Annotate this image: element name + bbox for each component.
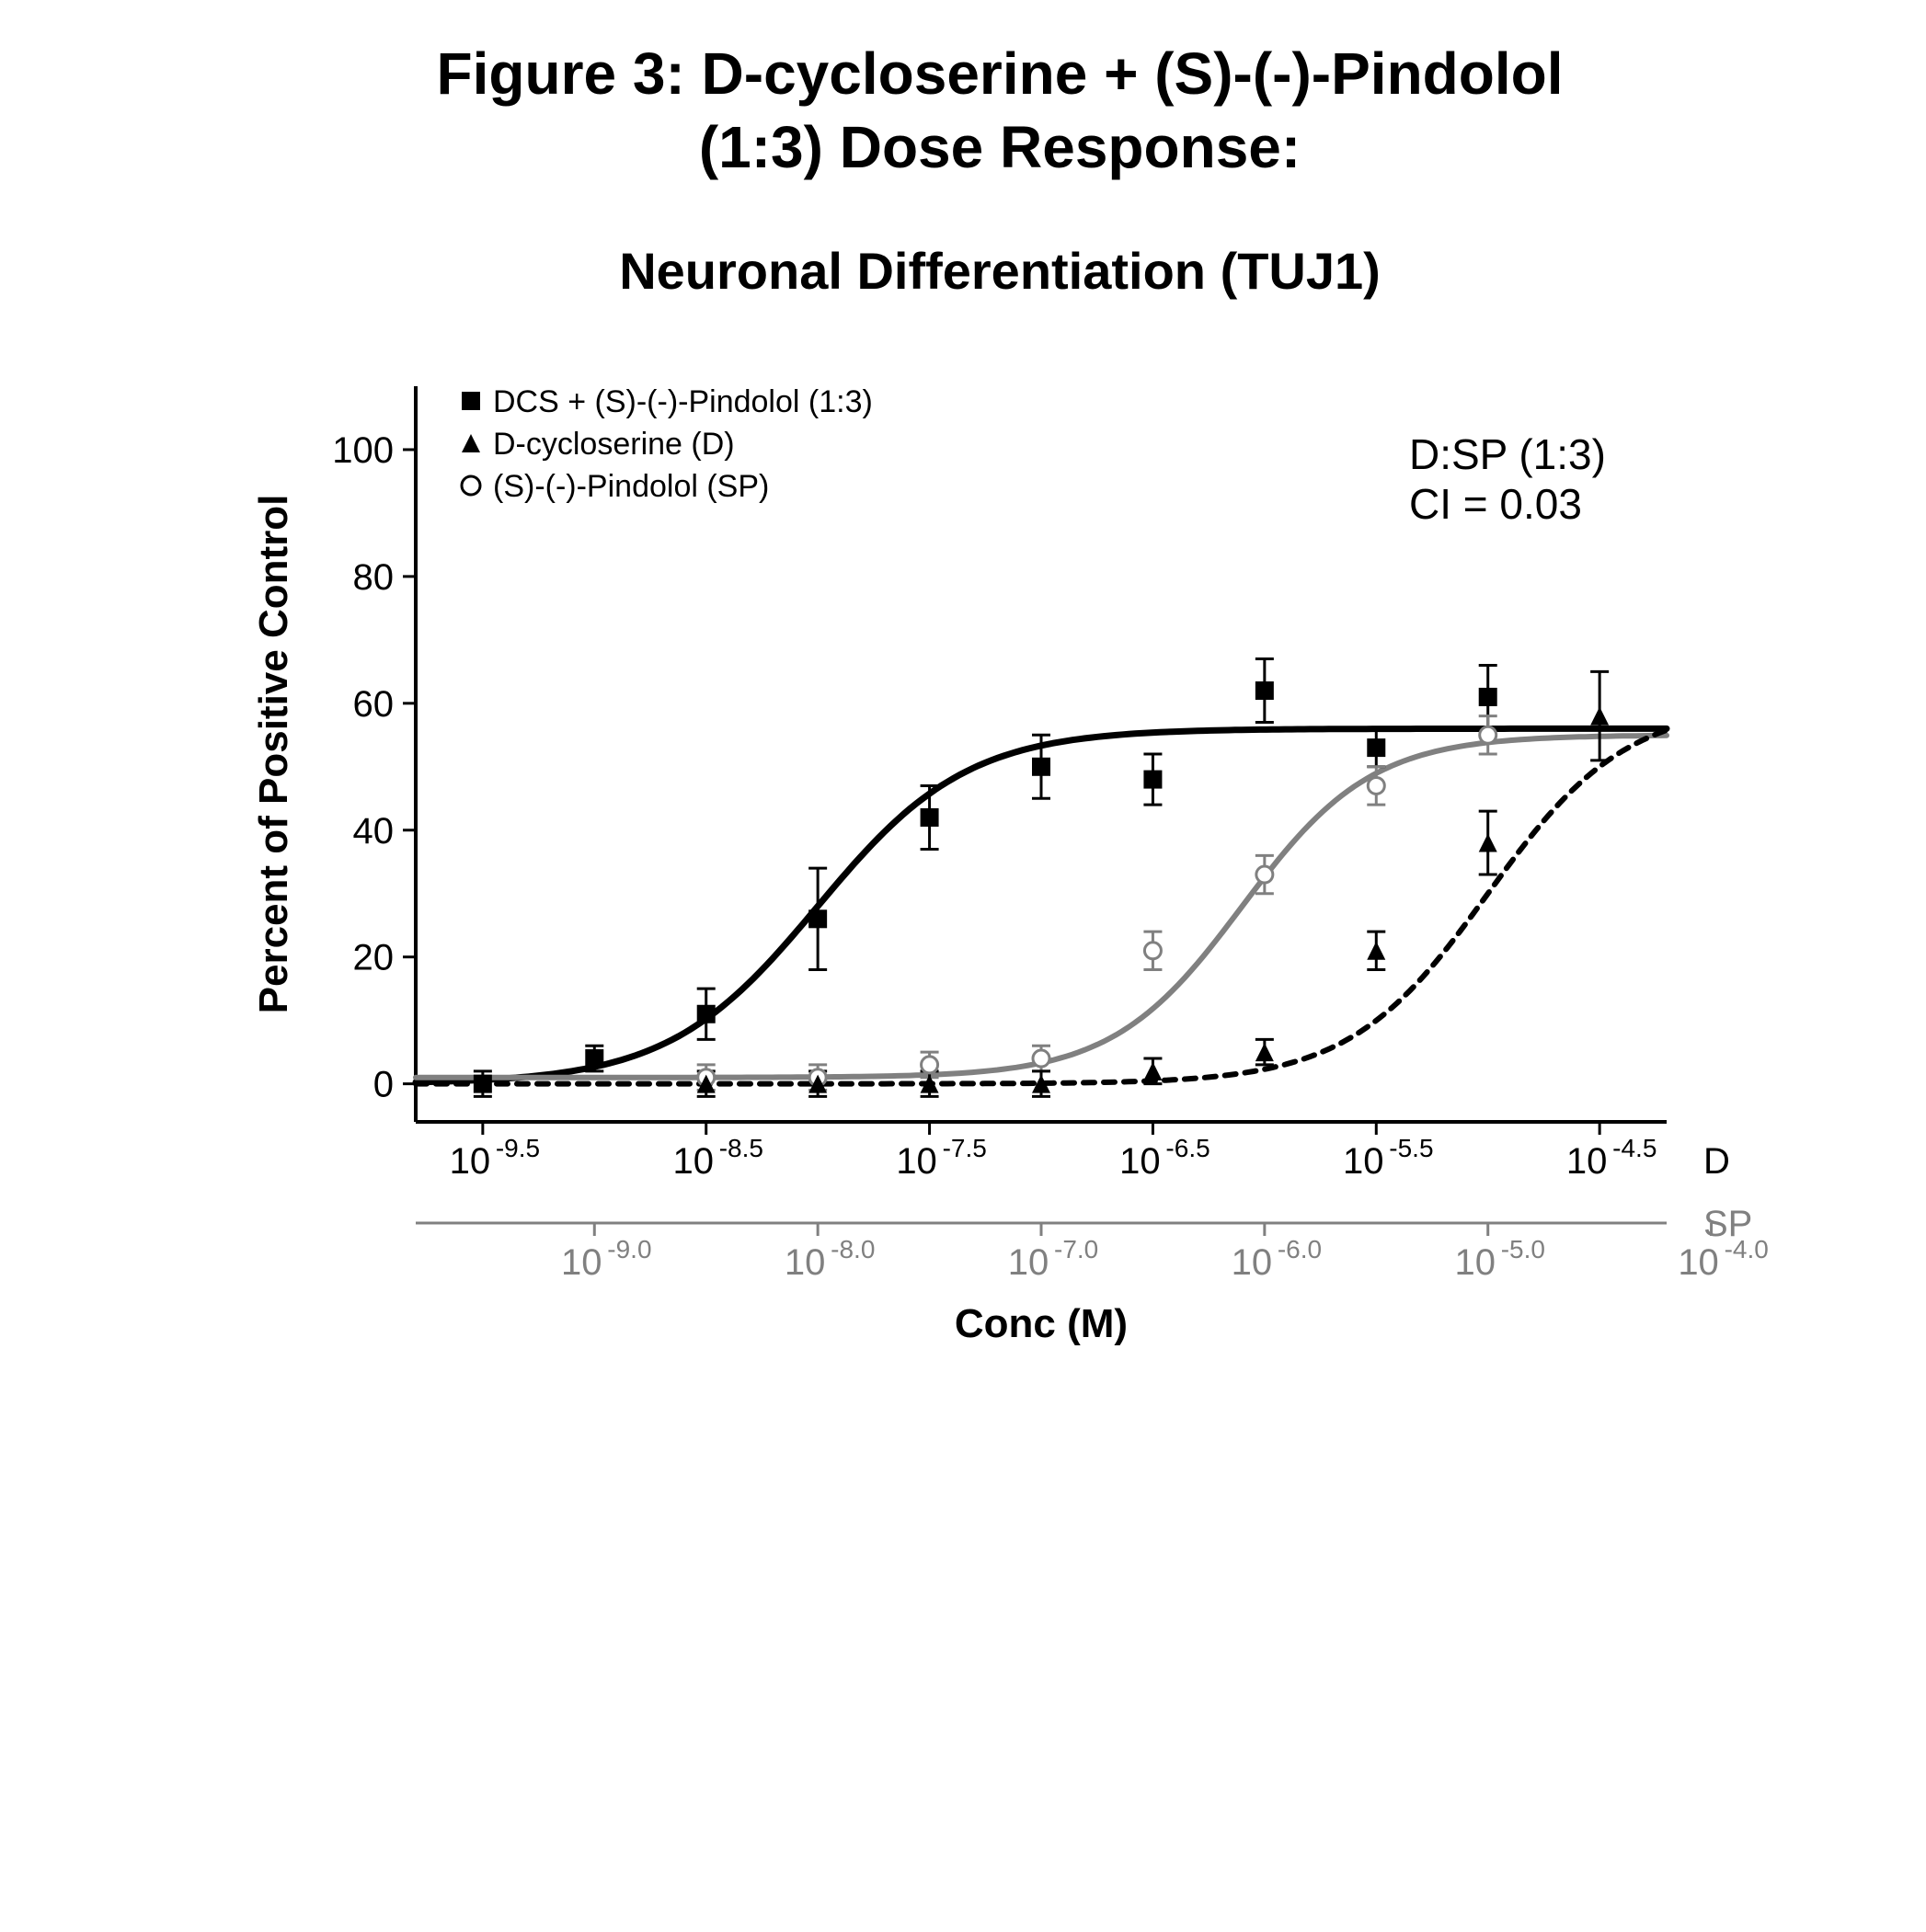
svg-text:-8.5: -8.5 bbox=[719, 1134, 763, 1162]
svg-text:10: 10 bbox=[785, 1242, 826, 1283]
svg-text:20: 20 bbox=[353, 938, 395, 978]
svg-text:DCS + (S)-(-)-Pindolol (1:3): DCS + (S)-(-)-Pindolol (1:3) bbox=[493, 384, 873, 419]
svg-text:10: 10 bbox=[896, 1141, 937, 1182]
figure: Figure 3: D-cycloserine + (S)-(-)-Pindol… bbox=[37, 37, 1926, 1389]
dose-response-chart: 0 20 40 60 80 100 Percent of Positive Control 1… bbox=[195, 331, 1805, 1389]
svg-text:D-cycloserine (D): D-cycloserine (D) bbox=[493, 427, 735, 462]
svg-text:-7.0: -7.0 bbox=[1054, 1235, 1098, 1263]
svg-text:40: 40 bbox=[353, 811, 395, 852]
svg-text:-6.0: -6.0 bbox=[1278, 1235, 1322, 1263]
figure-title-line2: (1:3) Dose Response: bbox=[37, 110, 1926, 184]
title-spacer bbox=[37, 184, 1926, 239]
figure-title-block: Figure 3: D-cycloserine + (S)-(-)-Pindol… bbox=[37, 37, 1926, 303]
svg-text:10: 10 bbox=[1232, 1242, 1273, 1283]
svg-text:-7.5: -7.5 bbox=[943, 1134, 987, 1162]
svg-text:-6.5: -6.5 bbox=[1165, 1134, 1209, 1162]
svg-text:10: 10 bbox=[450, 1141, 491, 1182]
svg-text:-4.5: -4.5 bbox=[1612, 1134, 1657, 1162]
svg-text:100: 100 bbox=[332, 430, 394, 471]
svg-text:10: 10 bbox=[672, 1141, 714, 1182]
svg-text:SP: SP bbox=[1703, 1204, 1752, 1244]
svg-text:CI = 0.03: CI = 0.03 bbox=[1409, 480, 1582, 528]
figure-subtitle: Neuronal Differentiation (TUJ1) bbox=[37, 239, 1926, 303]
svg-text:10: 10 bbox=[1343, 1141, 1384, 1182]
svg-text:10: 10 bbox=[561, 1242, 602, 1283]
svg-text:-9.5: -9.5 bbox=[496, 1134, 540, 1162]
svg-text:10: 10 bbox=[1454, 1242, 1496, 1283]
figure-title-line1: Figure 3: D-cycloserine + (S)-(-)-Pindol… bbox=[37, 37, 1926, 110]
chart-container: 0 20 40 60 80 100 Percent of Positive Control 1… bbox=[37, 331, 1926, 1389]
svg-text:-8.0: -8.0 bbox=[831, 1235, 875, 1263]
svg-text:D: D bbox=[1703, 1141, 1730, 1182]
svg-text:(S)-(-)-Pindolol (SP): (S)-(-)-Pindolol (SP) bbox=[493, 469, 769, 504]
svg-text:0: 0 bbox=[373, 1065, 394, 1105]
svg-text:Percent of Positive Control: Percent of Positive Control bbox=[251, 495, 296, 1014]
svg-text:10: 10 bbox=[1008, 1242, 1049, 1283]
svg-text:D:SP (1:3): D:SP (1:3) bbox=[1409, 430, 1606, 478]
svg-text:80: 80 bbox=[353, 557, 395, 598]
svg-text:Conc (M): Conc (M) bbox=[955, 1301, 1128, 1346]
svg-text:10: 10 bbox=[1119, 1141, 1161, 1182]
svg-text:10: 10 bbox=[1678, 1242, 1719, 1283]
svg-text:-9.0: -9.0 bbox=[607, 1235, 651, 1263]
svg-text:10: 10 bbox=[1566, 1141, 1608, 1182]
svg-text:60: 60 bbox=[353, 684, 395, 725]
svg-text:-5.0: -5.0 bbox=[1501, 1235, 1545, 1263]
svg-text:-5.5: -5.5 bbox=[1389, 1134, 1433, 1162]
